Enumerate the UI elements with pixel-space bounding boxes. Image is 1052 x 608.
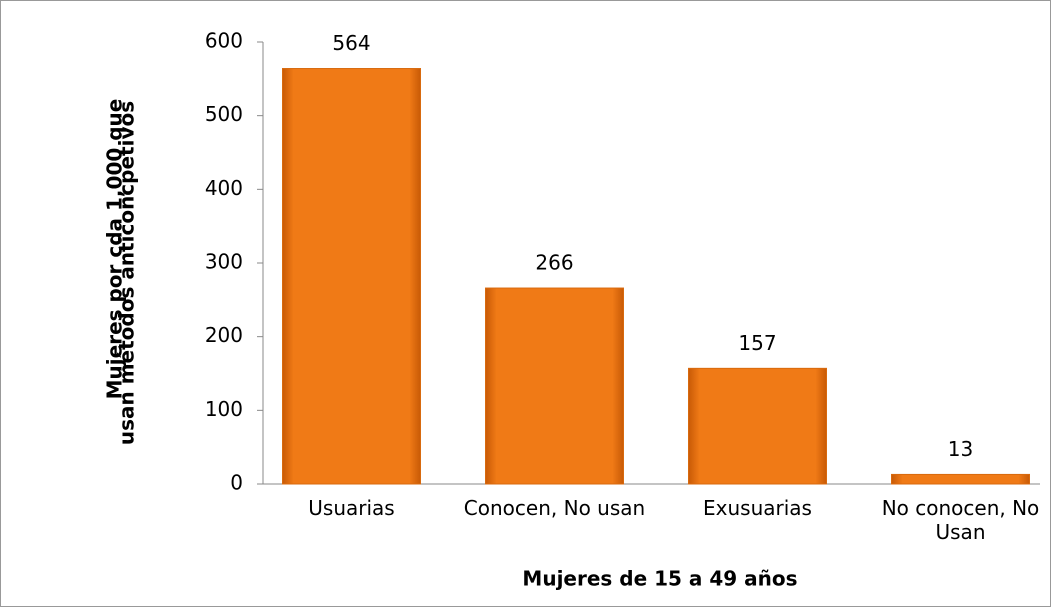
value-label: 564 [332,31,370,55]
bar [485,287,624,485]
y-tick-label: 500 [205,102,243,126]
value-label: 266 [535,251,573,275]
y-tick-label: 0 [230,471,243,495]
bar [891,473,1030,485]
y-tick-label: 200 [205,323,243,347]
bar [282,68,421,485]
value-label: 157 [738,331,776,355]
y-tick-label: 100 [205,397,243,421]
y-tick-label: 600 [205,29,243,53]
y-tick-label: 400 [205,176,243,200]
bar [688,367,827,485]
x-tick-label: Usuarias [308,496,395,520]
x-tick-label: No conocen, No Usan [881,496,1040,544]
y-axis-label: Mujeres por cda 1,000 que [103,99,127,400]
y-axis-label: usan métodos anticoncpetivos [115,101,139,445]
x-axis-label: Mujeres de 15 a 49 años [522,567,797,591]
x-tick-label: Exusuarias [703,496,812,520]
x-tick-label: Conocen, No usan [463,496,646,520]
value-label: 13 [948,437,973,461]
y-tick-label: 300 [205,250,243,274]
